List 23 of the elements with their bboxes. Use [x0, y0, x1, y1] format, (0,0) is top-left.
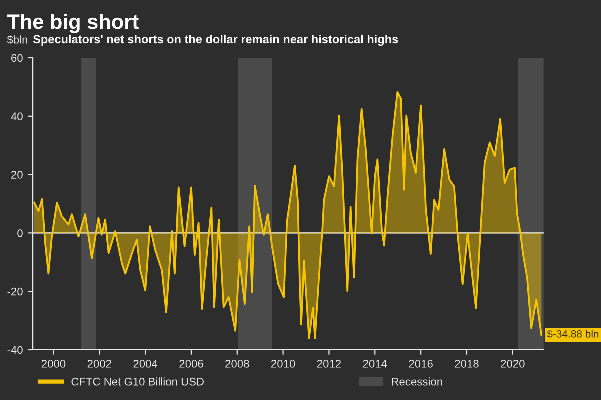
- legend-label: CFTC Net G10 Billion USD: [72, 378, 204, 386]
- x-tick-label: 2008: [226, 360, 250, 368]
- x-tick-label: 2004: [134, 360, 158, 368]
- y-tick-label: -40: [8, 346, 23, 354]
- x-tick-label: 2016: [409, 360, 433, 368]
- y-tick-label: 20: [12, 171, 23, 179]
- x-tick-label: 2012: [317, 360, 342, 368]
- y-tick-label: 60: [12, 54, 23, 62]
- y-tick-label: 0: [18, 229, 23, 238]
- y-tick-label: 40: [11, 112, 23, 121]
- x-tick-label: 2000: [42, 360, 66, 368]
- y-tick-label: -20: [8, 288, 23, 296]
- x-tick-label: 2020: [501, 360, 525, 368]
- chart-subtitle: Speculators' net shorts on the dollar remain near historical highs: [33, 34, 398, 46]
- x-tick-label: 2006: [180, 360, 204, 368]
- y-axis-title: $bln: [7, 35, 28, 44]
- x-tick-label: 2010: [272, 360, 296, 368]
- chart-title: The big short: [7, 14, 139, 34]
- x-tick-label: 2002: [88, 360, 112, 368]
- annotation: $-34.88 bln: [547, 330, 599, 338]
- legend-label: Recession: [392, 378, 442, 386]
- x-tick-label: 2014: [363, 360, 388, 368]
- x-tick-label: 2018: [455, 360, 479, 368]
